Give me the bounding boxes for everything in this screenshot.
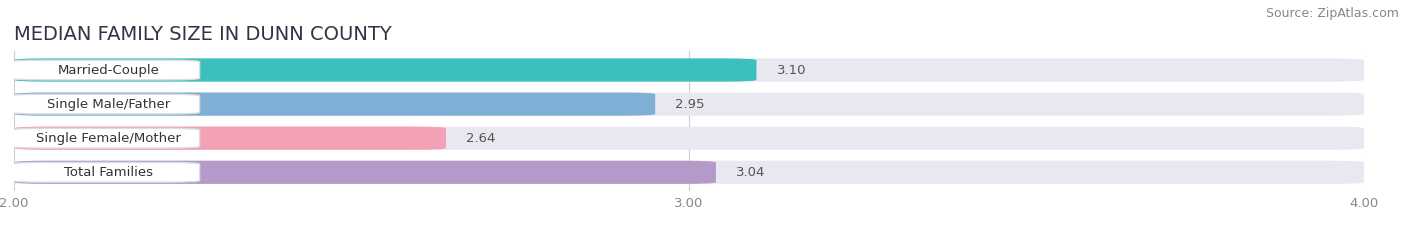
FancyBboxPatch shape: [11, 60, 200, 80]
FancyBboxPatch shape: [14, 93, 655, 116]
Text: Single Female/Mother: Single Female/Mother: [37, 132, 181, 145]
Text: Married-Couple: Married-Couple: [58, 64, 159, 76]
FancyBboxPatch shape: [14, 127, 446, 150]
FancyBboxPatch shape: [14, 58, 756, 82]
FancyBboxPatch shape: [11, 128, 200, 148]
Text: 2.95: 2.95: [675, 98, 704, 111]
Text: MEDIAN FAMILY SIZE IN DUNN COUNTY: MEDIAN FAMILY SIZE IN DUNN COUNTY: [14, 25, 392, 44]
FancyBboxPatch shape: [14, 127, 1364, 150]
Text: 3.04: 3.04: [737, 166, 765, 179]
Text: 3.10: 3.10: [776, 64, 806, 76]
FancyBboxPatch shape: [14, 93, 1364, 116]
Text: Total Families: Total Families: [65, 166, 153, 179]
FancyBboxPatch shape: [14, 161, 1364, 184]
Text: Source: ZipAtlas.com: Source: ZipAtlas.com: [1265, 7, 1399, 20]
FancyBboxPatch shape: [14, 161, 716, 184]
Text: Single Male/Father: Single Male/Father: [46, 98, 170, 111]
Text: 2.64: 2.64: [467, 132, 495, 145]
FancyBboxPatch shape: [14, 58, 1364, 82]
FancyBboxPatch shape: [11, 162, 200, 182]
FancyBboxPatch shape: [11, 94, 200, 114]
